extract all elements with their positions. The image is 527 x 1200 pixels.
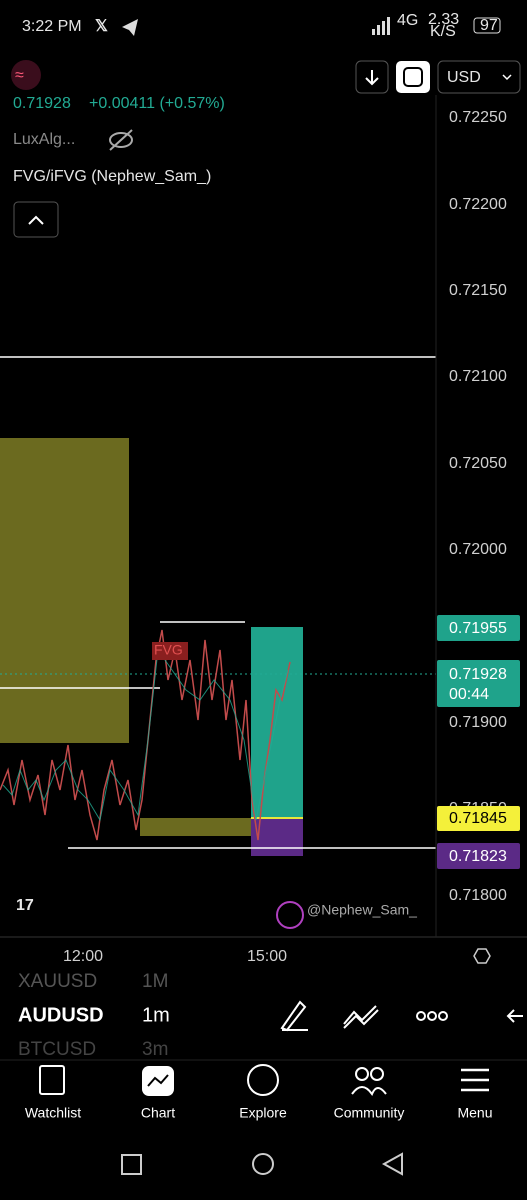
price-tag	[437, 806, 520, 831]
symbol[interactable]: AUDUSD	[18, 1004, 104, 1026]
currency: USD	[447, 69, 481, 86]
symbol-logo[interactable]	[11, 60, 41, 90]
indicator-icon[interactable]	[343, 1005, 379, 1029]
price-label: 0.71800	[449, 887, 507, 904]
author-badge	[276, 901, 304, 929]
battery-level: 97	[480, 17, 498, 34]
price-label: 0.72200	[449, 196, 507, 213]
time-label: 15:00	[247, 948, 287, 965]
nav-label[interactable]: Chart	[141, 1105, 175, 1121]
x-icon: 𝕏	[95, 18, 108, 35]
back-icon[interactable]	[506, 1009, 523, 1023]
watermark: @Nephew_Sam_	[307, 902, 417, 918]
long-position-profit	[251, 627, 303, 818]
price-path	[0, 629, 291, 841]
recent-apps[interactable]	[121, 1154, 142, 1175]
price-label: 0.72100	[449, 368, 507, 385]
nav-label[interactable]: Menu	[457, 1105, 492, 1121]
settings-icon[interactable]	[473, 948, 491, 964]
network: 4G	[397, 12, 418, 29]
arrow-button[interactable]	[355, 60, 389, 94]
nav-label[interactable]: Watchlist	[25, 1105, 81, 1121]
price-tag-text: 0.71928	[449, 666, 507, 683]
symbol[interactable]: BTCUSD	[18, 1039, 96, 1060]
logo-mark: ≈	[15, 67, 24, 84]
watchlist-icon[interactable]	[39, 1065, 65, 1095]
price-tag	[437, 660, 520, 707]
price: 0.71928	[13, 95, 71, 112]
price-change: +0.00411 (+0.57%)	[89, 95, 225, 112]
price-label: 0.72150	[449, 282, 507, 299]
symbol[interactable]: XAUUSD	[18, 971, 97, 992]
mode-button[interactable]	[396, 61, 430, 93]
price-label: 0.71900	[449, 714, 507, 731]
price-tag-text: 0.71955	[449, 620, 507, 637]
price-label: 0.72250	[449, 109, 507, 126]
draw-icon[interactable]	[280, 1000, 308, 1032]
back-button[interactable]	[381, 1152, 403, 1176]
price-tag-text: 0.71823	[449, 848, 507, 865]
nav-label[interactable]: Community	[334, 1105, 405, 1121]
price-label: 0.72000	[449, 541, 507, 558]
explore-icon[interactable]	[247, 1064, 279, 1096]
speed-unit: K/S	[430, 23, 456, 40]
price-tag-text: 0.71845	[449, 810, 507, 827]
price-tag	[437, 843, 520, 869]
price-label: 0.72050	[449, 455, 507, 472]
collapse-button[interactable]	[13, 201, 59, 238]
signal-icons	[372, 17, 390, 35]
tv-logo: 17	[16, 897, 34, 914]
interval[interactable]: 1M	[142, 971, 168, 992]
price-path	[2, 648, 289, 822]
hide-icon[interactable]	[109, 129, 133, 151]
home-button[interactable]	[252, 1153, 274, 1175]
battery	[473, 17, 501, 34]
time-label: 12:00	[63, 948, 103, 965]
countdown: 00:44	[449, 686, 489, 703]
nav-label[interactable]: Explore	[239, 1105, 287, 1121]
status-time: 3:22 PM	[22, 18, 82, 35]
more-icon[interactable]	[416, 1011, 448, 1021]
price-tag	[437, 615, 520, 641]
speed: 2.33	[428, 11, 459, 28]
telegram-icon	[122, 19, 138, 36]
menu-icon[interactable]	[461, 1068, 489, 1092]
indicator-name[interactable]: LuxAlg...	[13, 131, 75, 148]
interval[interactable]: 1m	[142, 1004, 170, 1026]
fvg-label: FVG	[154, 642, 183, 658]
currency-select[interactable]	[437, 60, 521, 94]
fvg-zone	[0, 438, 129, 743]
fvg-label-bg	[152, 642, 188, 660]
indicator-name[interactable]: FVG/iFVG (Nephew_Sam_)	[13, 168, 211, 185]
interval[interactable]: 3m	[142, 1039, 168, 1060]
community-icon[interactable]	[351, 1067, 387, 1097]
